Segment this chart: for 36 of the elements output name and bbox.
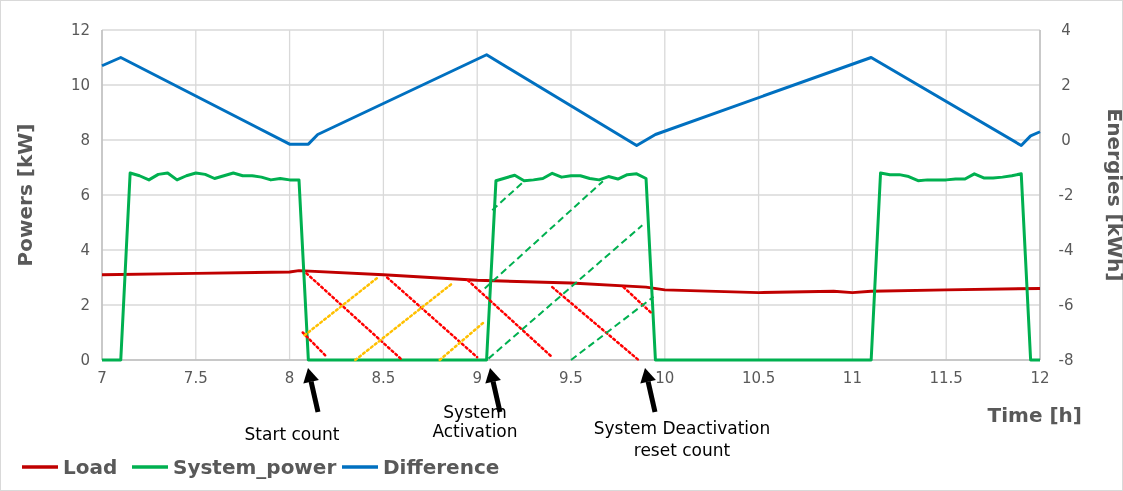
- y-tick-label: 8: [80, 131, 90, 149]
- x-tick-label: 12: [1030, 369, 1050, 387]
- y2-tick-label: -8: [1058, 351, 1074, 369]
- y-tick-label: 2: [80, 296, 90, 314]
- y2-tick-label: -6: [1058, 296, 1074, 314]
- y-tick-label: 4: [80, 241, 90, 259]
- text: System Deactivation reset count: [593, 418, 771, 460]
- x-axis-title: Time [h]: [987, 403, 1082, 427]
- y-axis-title: Powers [kW]: [13, 123, 37, 267]
- text: System Activation: [432, 402, 518, 441]
- y-tick-label: 0: [80, 351, 90, 369]
- line-series: [100, 53, 1042, 147]
- x-tick-label: 8.5: [371, 369, 396, 387]
- legend-label: System_power: [173, 455, 337, 479]
- y-tick-label: 12: [70, 21, 90, 39]
- text: Start count: [244, 424, 340, 444]
- line-series: [100, 269, 1042, 295]
- y2-axis-title: Energies [kWh]: [1103, 108, 1123, 282]
- legend-label: Load: [63, 455, 118, 479]
- y2-tick-label: 2: [1061, 76, 1071, 94]
- x-tick-label: 8: [284, 369, 295, 387]
- x-tick-label: 11.5: [929, 369, 963, 387]
- x-tick-label: 10.5: [741, 369, 776, 387]
- y2-tick-label: -2: [1058, 186, 1074, 204]
- x-tick-label: 7.5: [183, 369, 208, 387]
- x-tick-label: 9: [472, 369, 482, 387]
- x-tick-label: 11: [842, 369, 862, 387]
- y-tick-label: 10: [70, 76, 90, 94]
- legend-label: Difference: [383, 455, 500, 479]
- y-tick-label: 6: [80, 186, 90, 204]
- x-tick-label: 10: [655, 369, 675, 387]
- y2-tick-label: -4: [1058, 241, 1074, 259]
- y2-tick-label: 0: [1061, 131, 1071, 149]
- x-tick-label: 9.5: [559, 369, 583, 387]
- x-tick-label: 7: [97, 369, 107, 387]
- y2-tick-label: 4: [1061, 21, 1071, 39]
